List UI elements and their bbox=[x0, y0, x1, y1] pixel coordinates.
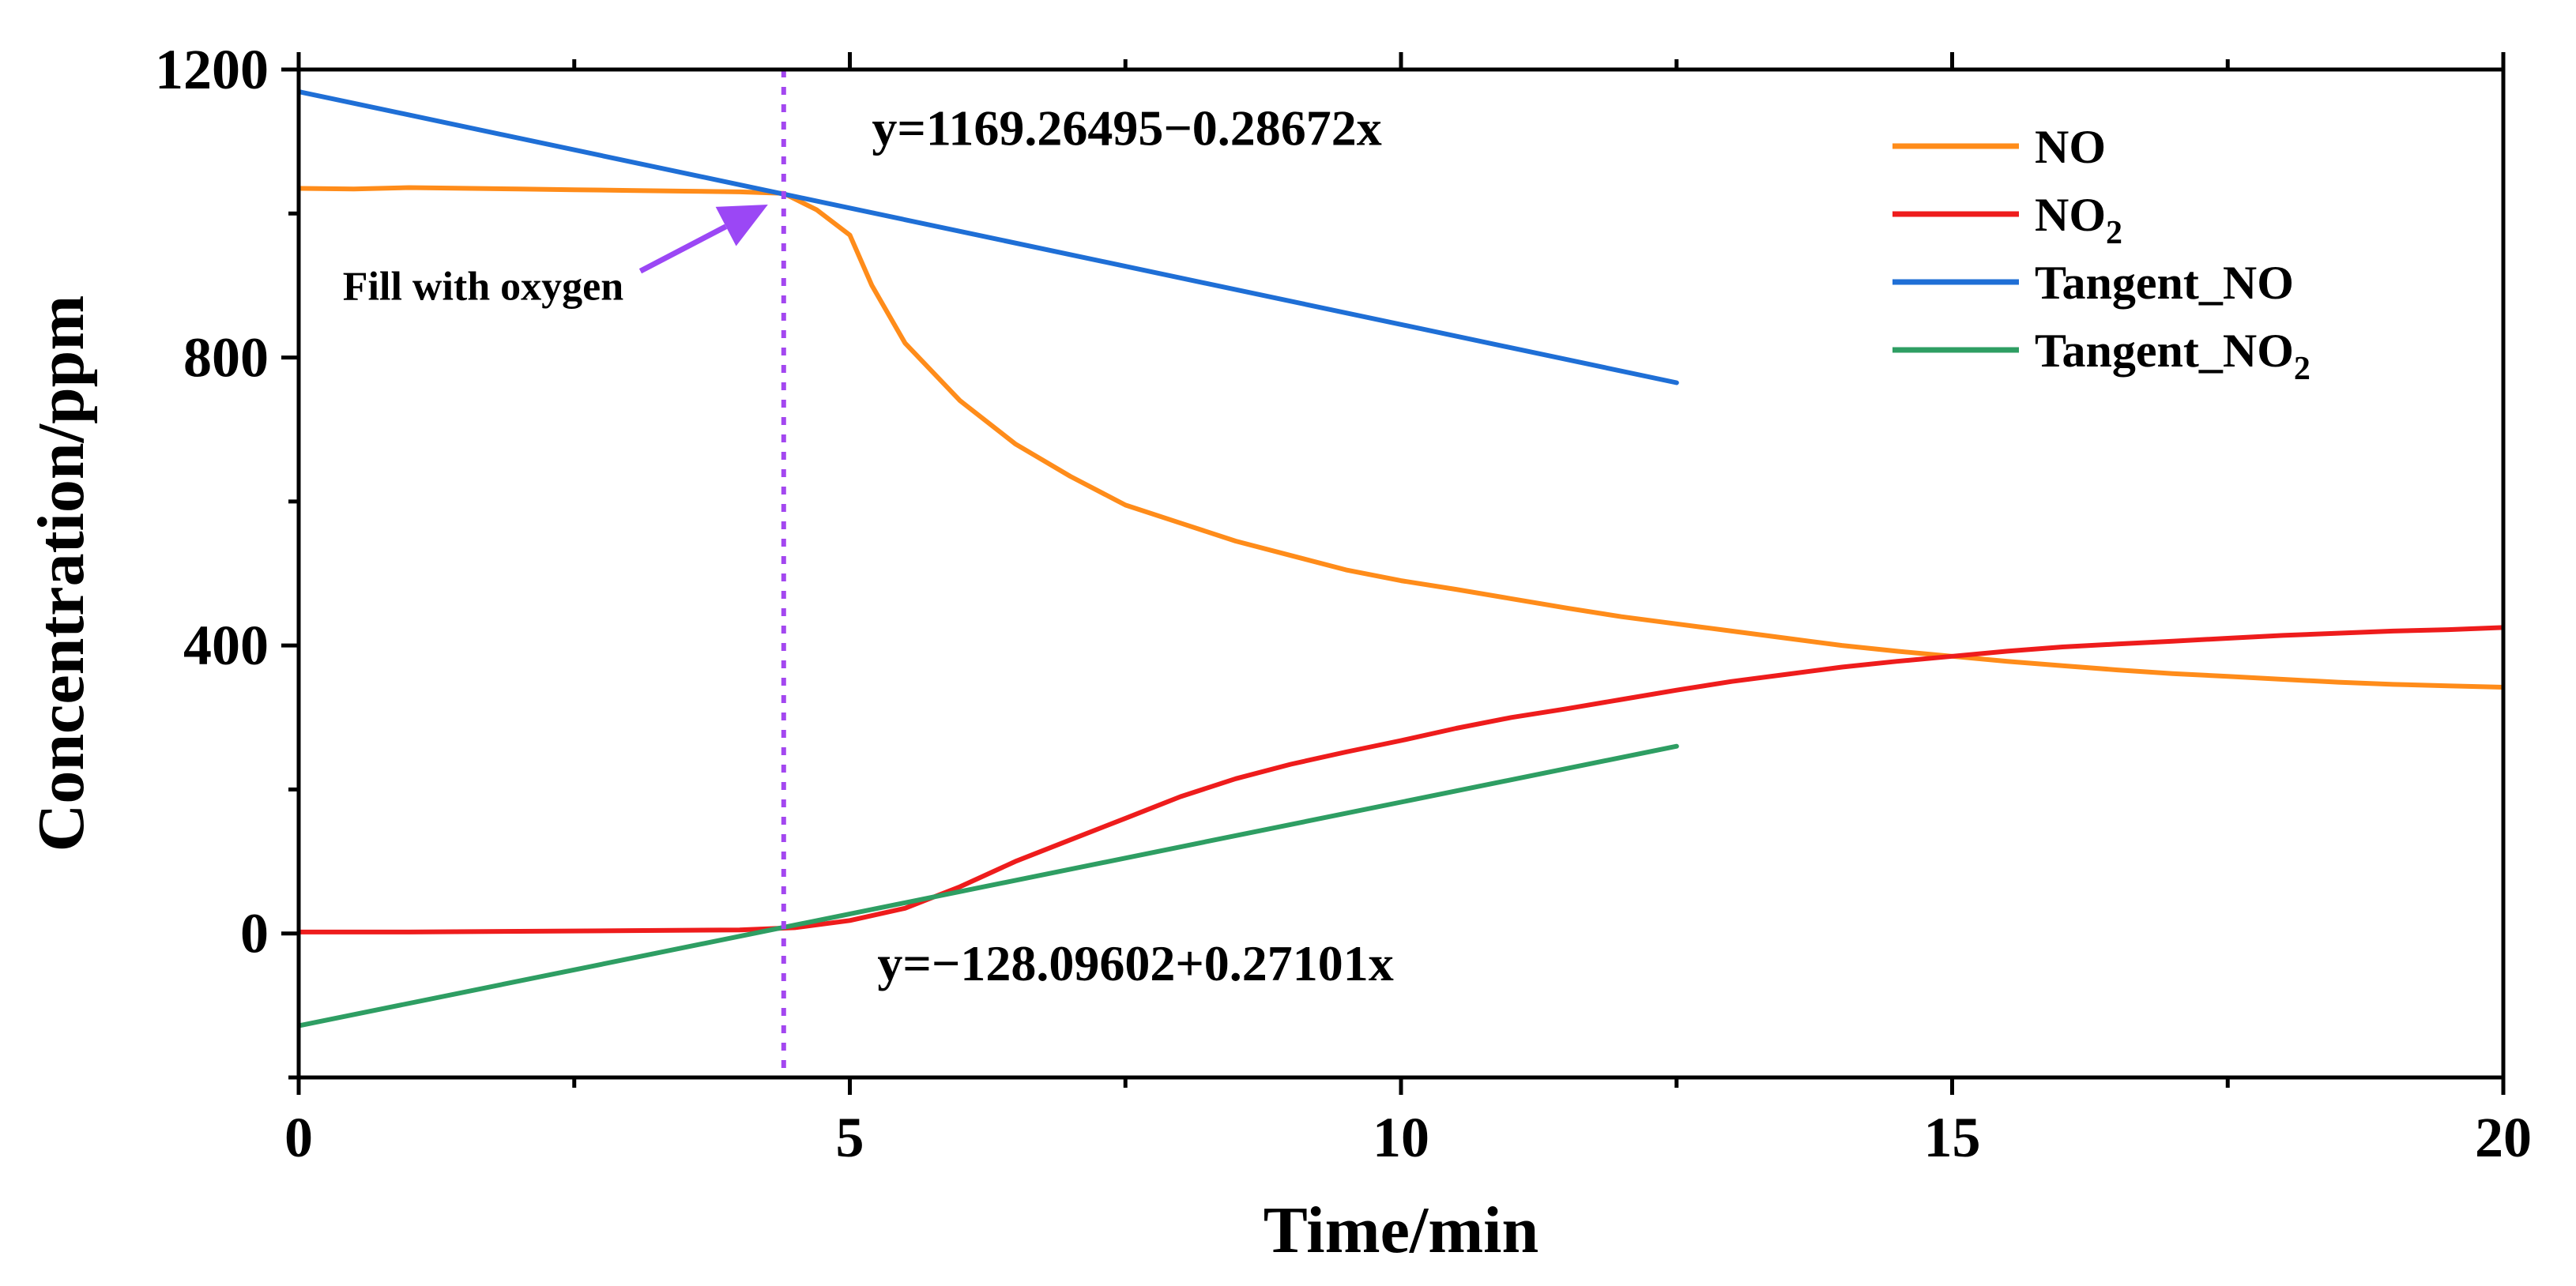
legend-label-no2: NO2 bbox=[2035, 189, 2122, 251]
x-axis-title: Time/min bbox=[1264, 1194, 1538, 1267]
legend-label-no: NO bbox=[2035, 121, 2106, 173]
x-tick-label: 15 bbox=[1924, 1106, 1981, 1169]
series-line-tangent-no bbox=[299, 89, 1679, 385]
equation-label: y=−128.09602+0.27101x bbox=[877, 935, 1393, 991]
x-tick-label: 0 bbox=[284, 1106, 313, 1169]
y-tick-label: 0 bbox=[240, 902, 269, 965]
series-line-tangent-no2 bbox=[299, 743, 1679, 1028]
legend: NO NO2 Tangent_NO Tangent_NO2 bbox=[1892, 121, 2310, 387]
y-tick-label: 800 bbox=[183, 326, 269, 389]
x-tick-label: 10 bbox=[1373, 1106, 1429, 1169]
y-tick-label: 1200 bbox=[155, 38, 269, 101]
x-tick-label: 20 bbox=[2475, 1106, 2532, 1169]
y-tick-label: 400 bbox=[183, 614, 269, 677]
annotation-arrow-head bbox=[715, 204, 768, 246]
equation-label: y=1169.26495−0.28672x bbox=[872, 100, 1381, 156]
annotations: y=1169.26495−0.28672x y=−128.09602+0.2710… bbox=[343, 100, 1394, 991]
axes bbox=[296, 67, 2506, 1080]
plot-lines bbox=[299, 70, 2503, 1077]
annotation-arrow-shaft bbox=[638, 224, 728, 274]
y-axis-title: Concentration/ppm bbox=[24, 295, 98, 852]
series-line-no2 bbox=[299, 625, 2503, 934]
legend-label-tangent-no: Tangent_NO bbox=[2035, 257, 2294, 309]
annotation-note: Fill with oxygen bbox=[343, 265, 623, 310]
ticks: 0 5 10 15 20 0 400 800 1200 bbox=[155, 38, 2532, 1169]
series-line-no bbox=[299, 185, 2503, 690]
x-tick-label: 5 bbox=[836, 1106, 864, 1169]
plot-frame bbox=[296, 67, 2506, 1080]
legend-label-tangent-no2: Tangent_NO2 bbox=[2035, 325, 2310, 387]
